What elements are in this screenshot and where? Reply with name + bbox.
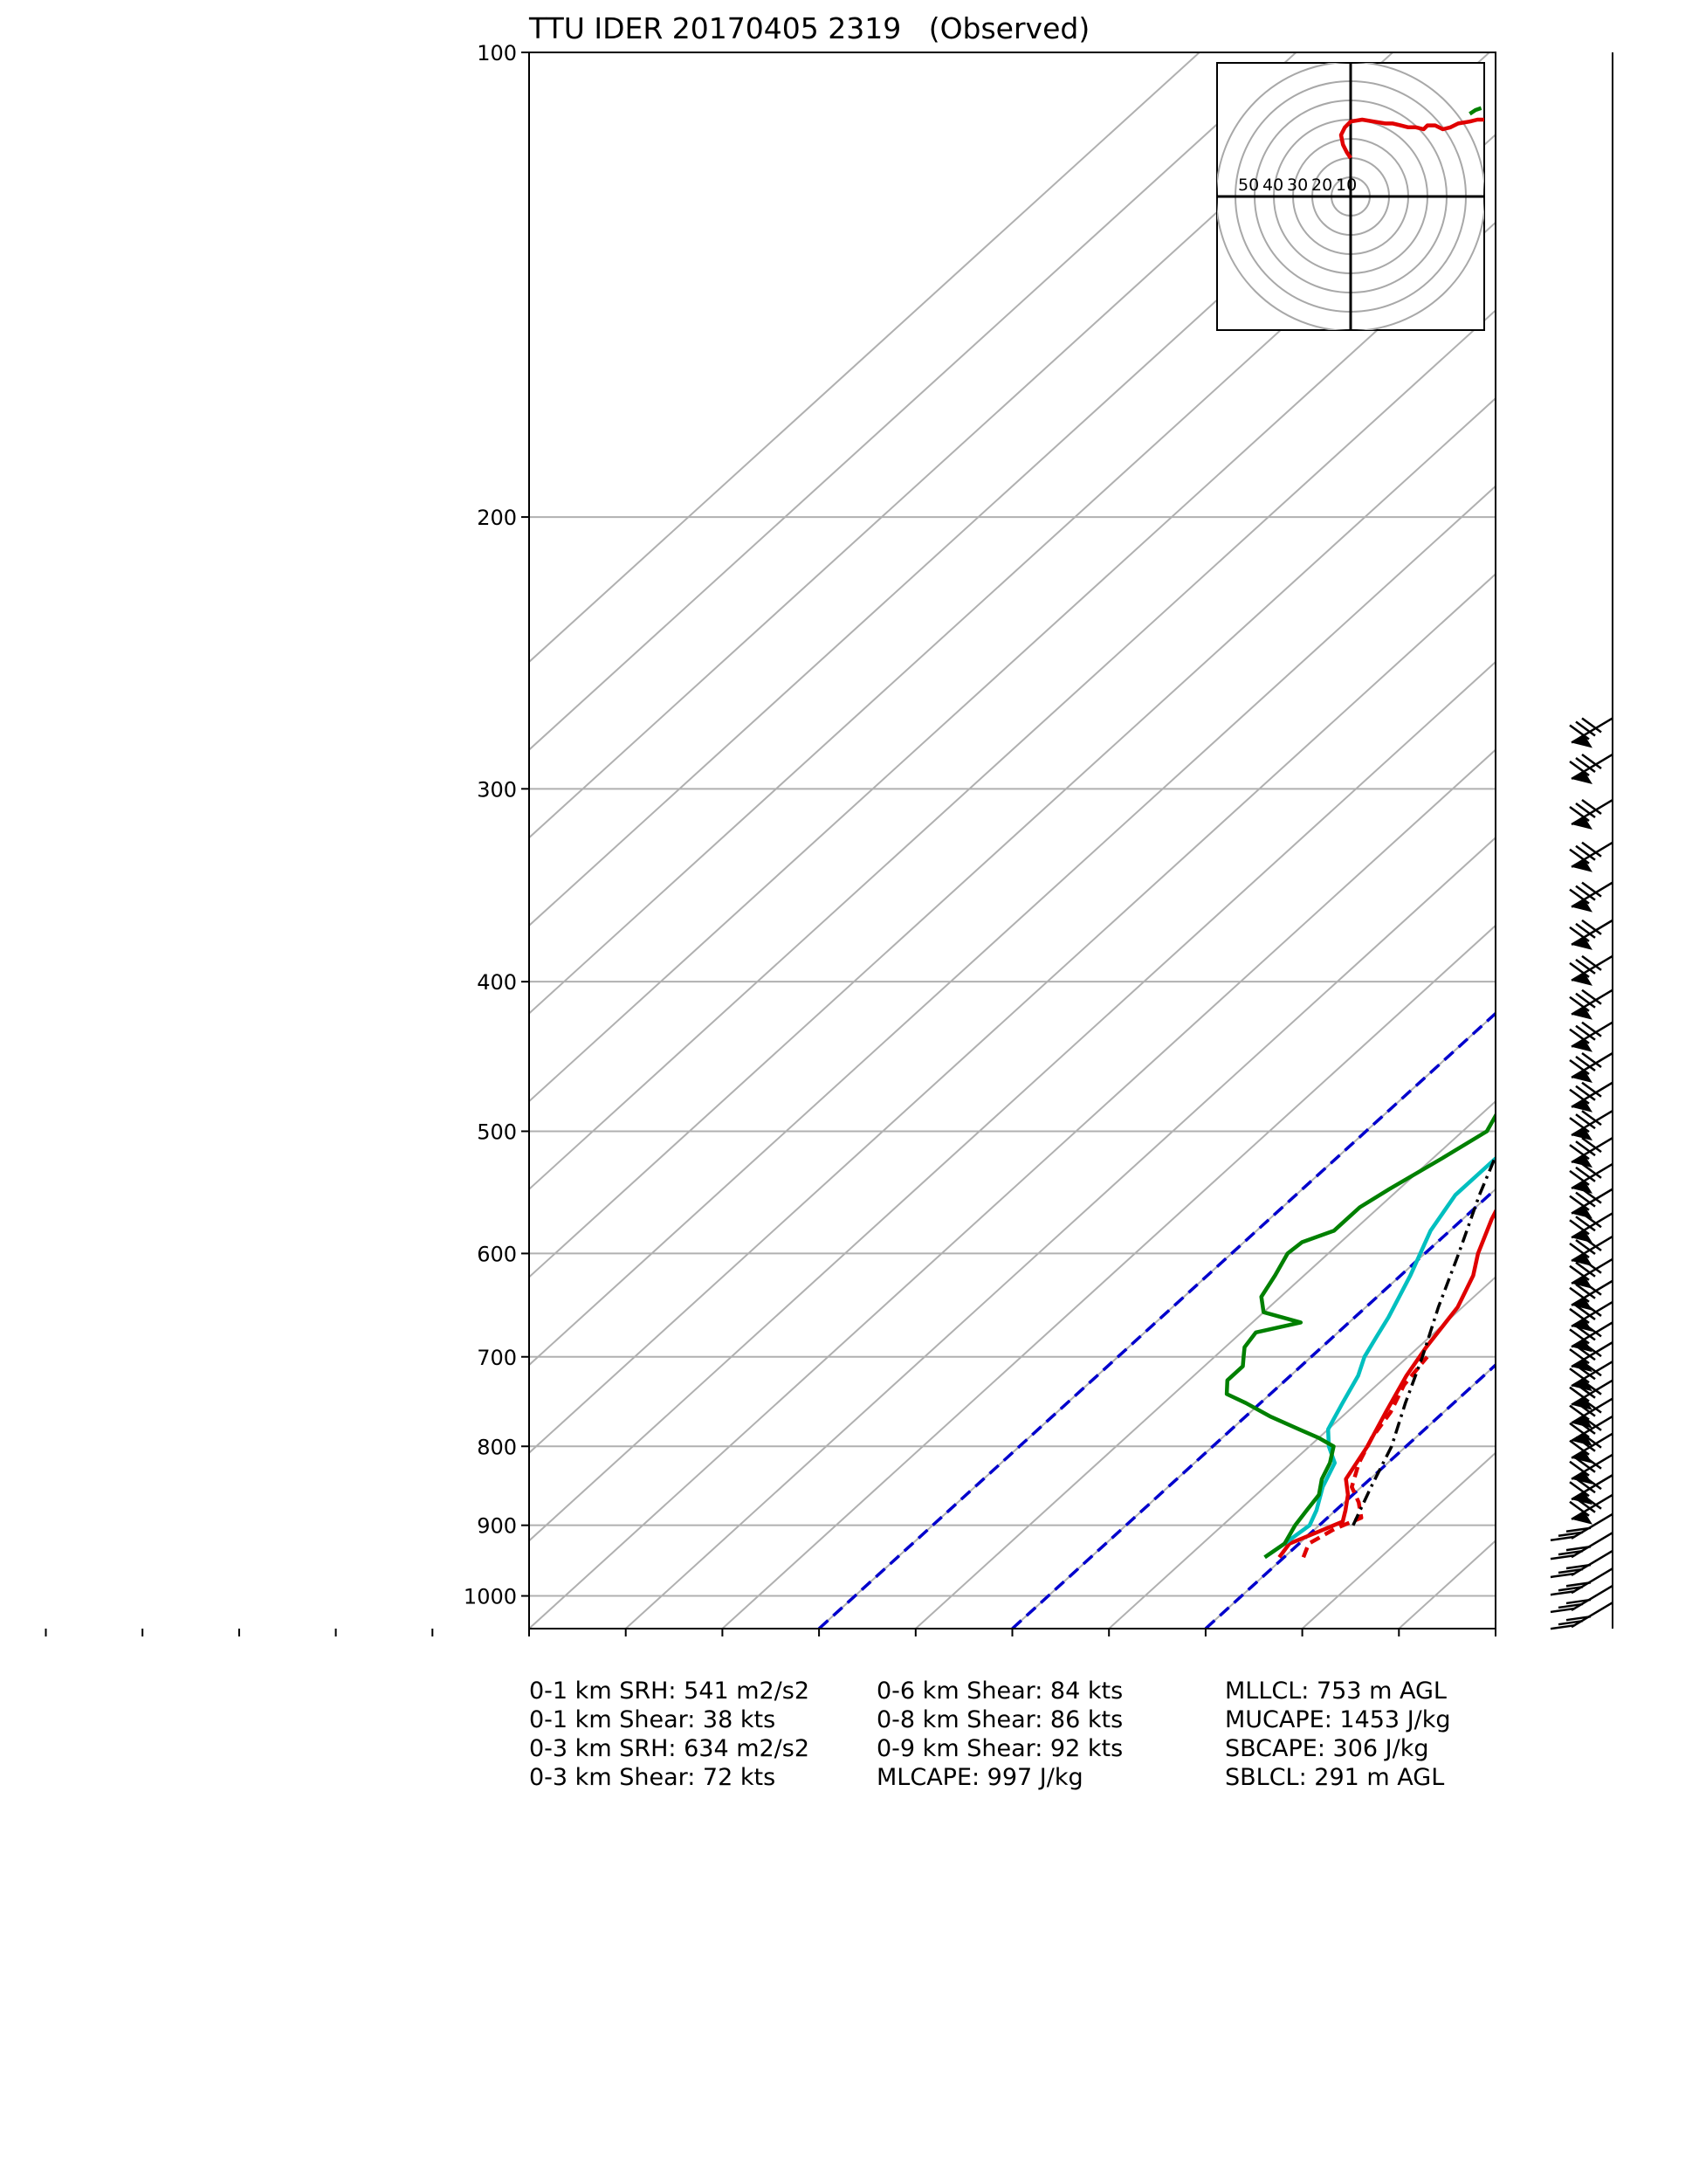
wind-barbs (1550, 52, 1613, 1630)
wind-barb (1569, 717, 1613, 748)
y-tick-label: 1000 (464, 1585, 517, 1609)
x-axis-ticks: −100−90−80−70−60−50−40−30−20−10010203040… (45, 1629, 1496, 1636)
stat-line: 0-3 km Shear: 72 kts (529, 1764, 776, 1791)
wind-barb (1569, 954, 1613, 986)
hodograph-trace (1338, 117, 1484, 160)
stat-line: 0-6 km Shear: 84 kts (877, 1678, 1124, 1705)
wind-barb (1569, 753, 1613, 784)
wind-barb (1569, 1474, 1613, 1505)
isotherm-line (625, 836, 1496, 1629)
y-tick-label: 200 (477, 506, 517, 530)
y-tick-label: 900 (477, 1514, 517, 1539)
dashed-isotherm (817, 1011, 1496, 1629)
sounding-trace (1352, 1152, 1496, 1526)
isotherm-line (1108, 1276, 1496, 1629)
wind-barb (1569, 1051, 1613, 1084)
isotherm-line (529, 573, 1496, 1455)
wind-barb (1569, 919, 1613, 950)
sounding-trace (1224, 1112, 1496, 1560)
sounding-trace (1301, 1355, 1429, 1559)
stat-line: 0-3 km SRH: 634 m2/s2 (529, 1735, 810, 1762)
hodograph-ring-label: 40 (1262, 176, 1283, 195)
stats-column-1: 0-1 km SRH: 541 m2/s2 0-1 km Shear: 38 k… (529, 1677, 809, 1792)
y-tick-label: 100 (477, 41, 517, 65)
wind-barb (1550, 1549, 1613, 1579)
y-tick-label: 300 (477, 777, 517, 802)
sounding-trace (1277, 1207, 1496, 1559)
isotherm-line (529, 309, 1496, 1191)
dashed-isotherms (817, 1011, 1496, 1629)
isotherm-line (721, 924, 1496, 1629)
hodograph-trace (1469, 106, 1482, 116)
wind-barb (1569, 989, 1613, 1020)
y-tick-label: 800 (477, 1435, 517, 1459)
y-tick-label: 400 (477, 970, 517, 995)
hodograph-ring-label: 20 (1311, 176, 1332, 195)
dashed-isotherm (1011, 1187, 1496, 1629)
wind-barb (1569, 1081, 1613, 1113)
stats-column-2: 0-6 km Shear: 84 kts 0-8 km Shear: 86 kt… (877, 1677, 1123, 1792)
wind-barb (1569, 798, 1613, 830)
stats-column-3: MLLCL: 753 m AGL MUCAPE: 1453 J/kg SBCAP… (1225, 1677, 1451, 1792)
stat-line: 0-9 km Shear: 92 kts (877, 1735, 1124, 1762)
wind-barb (1569, 1162, 1613, 1194)
wind-barb (1569, 1432, 1613, 1464)
isotherm-line (529, 485, 1496, 1367)
wind-barb (1569, 1321, 1613, 1353)
stat-line: SBLCL: 291 m AGL (1225, 1764, 1445, 1791)
y-axis-ticks: 100 200 300 400 500 600 700 800 900 1000 (464, 41, 529, 1609)
isotherm-line (915, 1099, 1496, 1629)
isotherm-line (529, 660, 1496, 1542)
wind-barb (1550, 1584, 1613, 1614)
isotherm-line (529, 396, 1496, 1278)
stat-line: 0-1 km SRH: 541 m2/s2 (529, 1678, 810, 1705)
isotherm-line (529, 52, 1297, 751)
isotherm-line (529, 52, 1490, 927)
wind-barb (1569, 1397, 1613, 1429)
wind-barb (1569, 1279, 1613, 1311)
stat-line: MLCAPE: 997 J/kg (877, 1764, 1083, 1791)
hodograph: 50 40 30 20 10 (1216, 62, 1485, 331)
skew-t-chart: TTU IDER 20170405 2319 (Observed) 100 200… (45, 11, 1699, 1636)
wind-barb (1569, 1188, 1613, 1219)
isotherm-line (529, 52, 1393, 839)
hodograph-ring-label: 30 (1287, 176, 1308, 195)
stat-line: SBCAPE: 306 J/kg (1225, 1735, 1429, 1762)
wind-barb (1550, 1567, 1613, 1596)
sounding-trace (1263, 1155, 1496, 1560)
y-tick-label: 700 (477, 1346, 517, 1370)
wind-barb (1569, 1361, 1613, 1392)
wind-barb (1550, 1602, 1613, 1630)
dashed-isotherm (1204, 1362, 1496, 1629)
isotherm-line (1592, 52, 1699, 1629)
stat-line: MUCAPE: 1453 J/kg (1225, 1706, 1451, 1733)
wind-barb (1569, 1415, 1613, 1446)
wind-barb (1569, 881, 1613, 913)
wind-barb (1569, 1137, 1613, 1168)
stat-line: 0-1 km Shear: 38 kts (529, 1706, 776, 1733)
hodograph-ring-label: 50 (1238, 176, 1259, 195)
wind-barb (1550, 1532, 1613, 1560)
chart-title: TTU IDER 20170405 2319 (Observed) (528, 11, 1090, 45)
isotherm-line (529, 748, 1496, 1629)
wind-barb (1569, 1453, 1613, 1485)
stat-line: 0-8 km Shear: 86 kts (877, 1706, 1124, 1733)
y-tick-label: 600 (477, 1242, 517, 1266)
hodograph-ring-label: 10 (1336, 176, 1357, 195)
wind-barb (1550, 1512, 1613, 1542)
wind-barb (1569, 1300, 1613, 1332)
wind-barb (1569, 1021, 1613, 1052)
isotherm-line (529, 52, 1200, 664)
wind-barb (1569, 1341, 1613, 1373)
stat-line: MLLCL: 753 m AGL (1225, 1678, 1447, 1705)
y-tick-label: 500 (477, 1120, 517, 1144)
sounding-traces (1224, 1112, 1496, 1560)
wind-barb (1569, 1379, 1613, 1410)
wind-barb (1569, 1110, 1613, 1141)
wind-barb (1569, 1493, 1613, 1525)
wind-barb (1569, 841, 1613, 872)
